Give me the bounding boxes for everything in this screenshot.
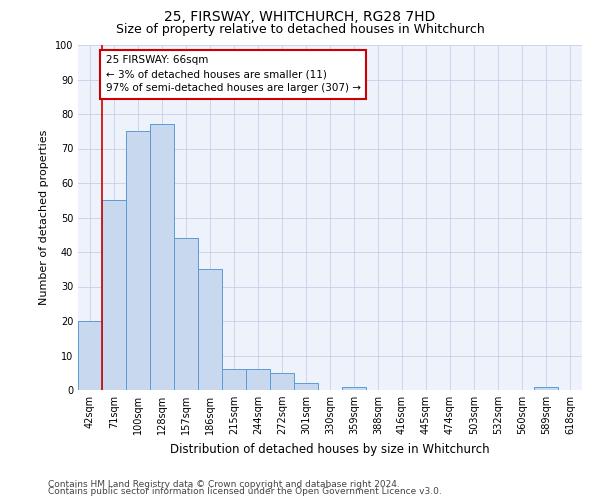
Bar	[126, 131, 150, 390]
Text: 25, FIRSWAY, WHITCHURCH, RG28 7HD: 25, FIRSWAY, WHITCHURCH, RG28 7HD	[164, 10, 436, 24]
Text: Contains public sector information licensed under the Open Government Licence v3: Contains public sector information licen…	[48, 488, 442, 496]
X-axis label: Distribution of detached houses by size in Whitchurch: Distribution of detached houses by size …	[170, 442, 490, 456]
Bar	[198, 269, 222, 390]
Text: Contains HM Land Registry data © Crown copyright and database right 2024.: Contains HM Land Registry data © Crown c…	[48, 480, 400, 489]
Bar	[342, 386, 366, 390]
Text: 25 FIRSWAY: 66sqm
← 3% of detached houses are smaller (11)
97% of semi-detached : 25 FIRSWAY: 66sqm ← 3% of detached house…	[106, 56, 361, 94]
Bar	[534, 386, 558, 390]
Y-axis label: Number of detached properties: Number of detached properties	[39, 130, 49, 305]
Text: Size of property relative to detached houses in Whitchurch: Size of property relative to detached ho…	[116, 22, 484, 36]
Bar	[270, 373, 294, 390]
Bar	[102, 200, 126, 390]
Bar	[78, 321, 102, 390]
Bar	[174, 238, 198, 390]
Bar	[150, 124, 174, 390]
Bar	[222, 370, 246, 390]
Bar	[246, 370, 270, 390]
Bar	[294, 383, 318, 390]
